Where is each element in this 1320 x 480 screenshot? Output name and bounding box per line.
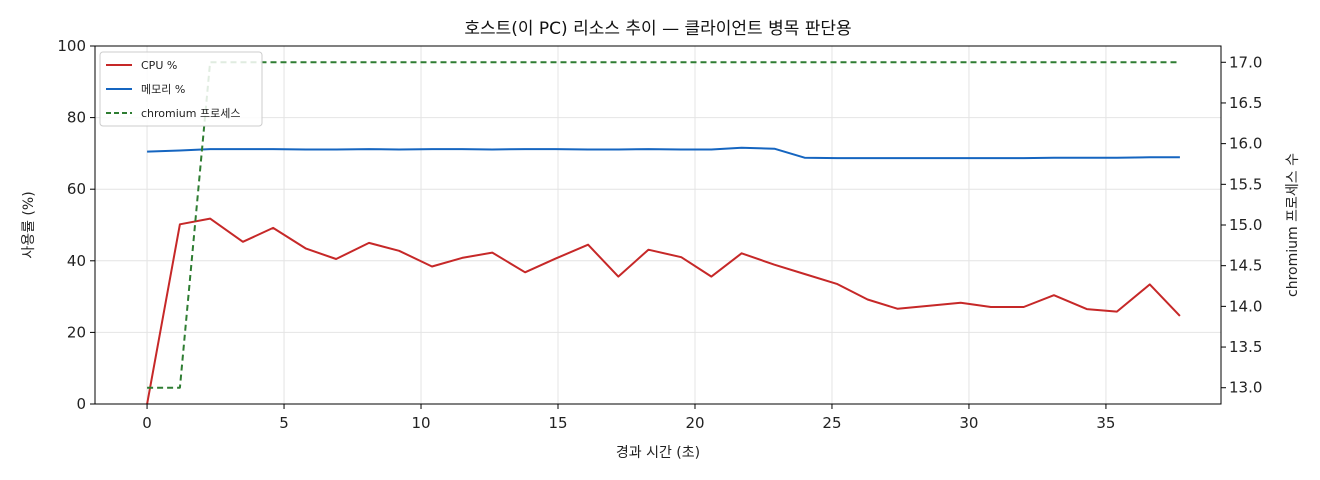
legend-label-2: chromium 프로세스: [141, 107, 240, 120]
x-tick-label: 15: [548, 414, 567, 432]
x-tick-label: 25: [822, 414, 841, 432]
legend-box: [99, 51, 263, 127]
y-tick-label: 0: [76, 395, 86, 413]
y-tick-label: 40: [67, 252, 86, 270]
y-axis-ticks: 0 20 40 60 80 100: [57, 37, 95, 413]
x-tick-label: 20: [685, 414, 704, 432]
legend: CPU % 메모리 % chromium 프로세스: [99, 51, 263, 127]
x-axis-title: 경과 시간 (초): [616, 445, 700, 461]
legend-label-0: CPU %: [141, 59, 177, 72]
y-tick-label: 20: [67, 323, 86, 341]
x-tick-label: 5: [279, 414, 289, 432]
y2-tick-label: 15.5: [1229, 175, 1262, 193]
series-line-2: [147, 61, 1180, 389]
chart-title: 호스트(이 PC) 리소스 추이 — 클라이언트 병목 판단용: [464, 19, 851, 39]
x-tick-label: 0: [142, 414, 152, 432]
y-tick-label: 80: [67, 109, 86, 127]
y-tick-label: 60: [67, 180, 86, 198]
legend-label-1: 메모리 %: [141, 83, 185, 96]
y2-tick-label: 17.0: [1229, 53, 1262, 71]
y2-tick-label: 16.5: [1229, 94, 1262, 112]
grid-lines: [95, 45, 1221, 405]
series-line-1: [147, 146, 1180, 160]
y2-tick-label: 13.5: [1229, 338, 1262, 356]
series-line-0: [146, 217, 1181, 405]
x-axis-ticks: 0 5 10 15 20 25 30 35: [142, 404, 1115, 432]
y-axis-title: 사용률 (%): [21, 191, 37, 258]
plot-frame: [94, 45, 1222, 405]
y2-tick-label: 16.0: [1229, 135, 1262, 153]
y2-axis-ticks: 13.0 13.5 14.0 14.5 15.0 15.5 16.0 16.5 17.0: [1221, 53, 1262, 397]
y-tick-label: 100: [57, 37, 86, 55]
x-tick-label: 30: [959, 414, 978, 432]
y2-tick-label: 15.0: [1229, 216, 1262, 234]
y2-tick-label: 14.5: [1229, 257, 1262, 275]
y2-tick-label: 13.0: [1229, 379, 1262, 397]
y2-axis-title: chromium 프로세스 수: [1285, 153, 1301, 297]
y2-tick-label: 14.0: [1229, 297, 1262, 315]
series-layer: [146, 61, 1181, 405]
x-tick-label: 35: [1096, 414, 1115, 432]
x-tick-label: 10: [411, 414, 430, 432]
